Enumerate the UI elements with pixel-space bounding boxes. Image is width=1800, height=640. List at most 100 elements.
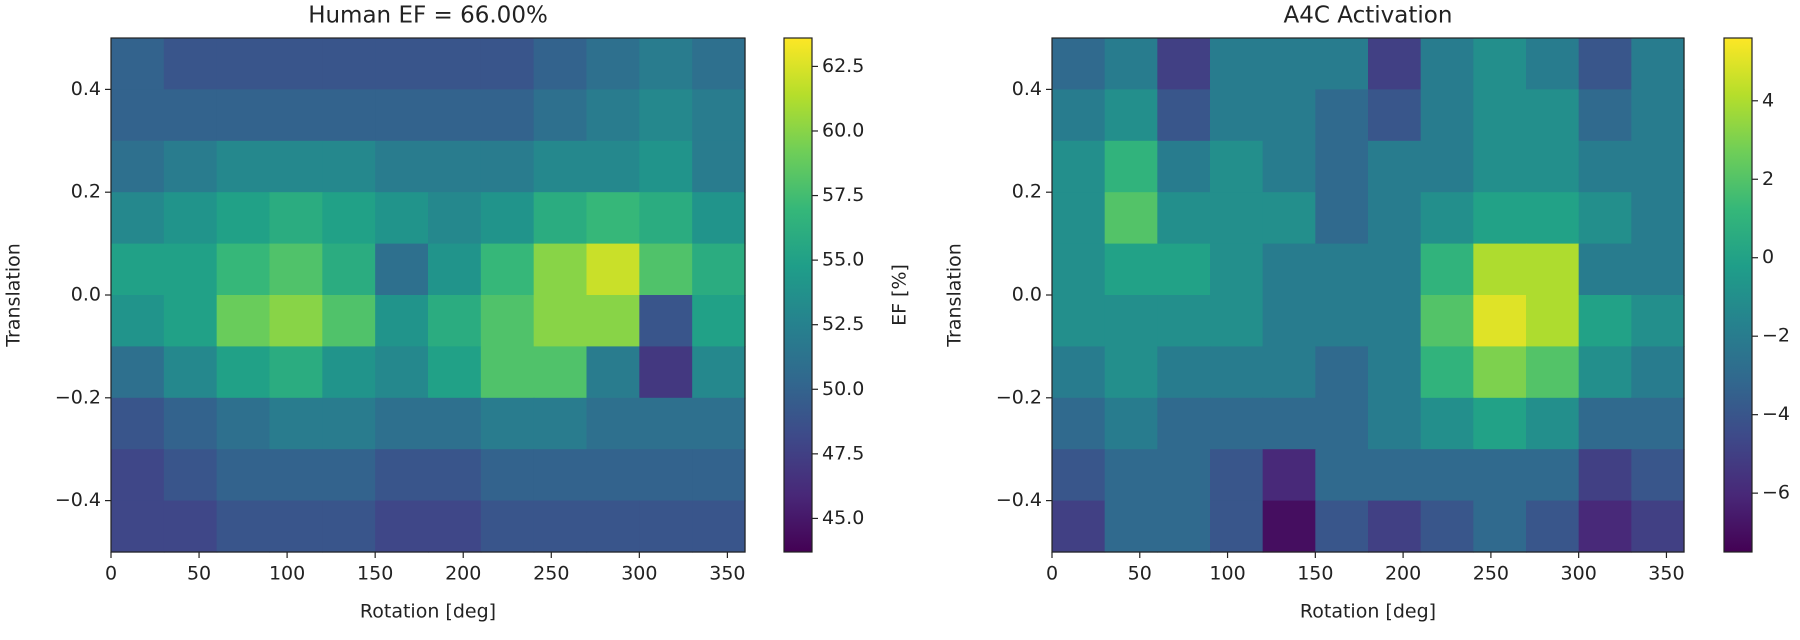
heatmap-cell — [586, 89, 640, 142]
colorbar-tick-label: 4 — [1762, 89, 1774, 111]
heatmap-cell — [1052, 243, 1106, 296]
heatmap-cell — [428, 89, 482, 142]
heatmap-cell — [322, 397, 376, 450]
heatmap-cell — [269, 89, 323, 142]
heatmap-cell — [1526, 89, 1580, 142]
heatmap-cell — [163, 89, 218, 142]
y-axis-label: Translation — [944, 243, 966, 348]
heatmap-cell — [1104, 38, 1158, 90]
heatmap-cell — [1262, 38, 1316, 90]
heatmap-cell — [586, 295, 640, 347]
heatmap-cell — [586, 397, 640, 450]
heatmap-cell — [216, 500, 271, 553]
x-tick-label: 100 — [269, 563, 305, 585]
heatmap-cell — [586, 346, 640, 399]
heatmap-cell — [1420, 346, 1474, 399]
heatmap-cell — [1631, 140, 1685, 193]
heatmap-cell — [1368, 243, 1422, 296]
x-tick-label: 50 — [187, 563, 211, 585]
heatmap-cell — [1315, 140, 1369, 193]
heatmap-cell — [428, 346, 482, 399]
heatmap-cell — [639, 500, 693, 553]
heatmap-cell — [1315, 346, 1369, 399]
heatmap-cell — [1262, 140, 1316, 193]
heatmap-cell — [111, 192, 165, 245]
x-tick-label: 0 — [1046, 563, 1058, 585]
heatmap-cell — [375, 38, 429, 90]
heatmap-cell — [1157, 140, 1211, 193]
heatmap-cell — [1104, 449, 1158, 502]
heatmap-cell — [111, 397, 165, 450]
heatmap-cell — [1368, 89, 1422, 142]
heatmap-cell — [428, 449, 482, 502]
heatmap-cell — [111, 243, 165, 296]
heatmap-cell — [163, 192, 218, 245]
heatmap-cell — [1526, 449, 1580, 502]
heatmap-cell — [322, 192, 376, 245]
colorbar-tick-label: 2 — [1762, 168, 1774, 190]
heatmap-cell — [1420, 140, 1474, 193]
heatmap-cell — [1210, 140, 1264, 193]
heatmap-cell — [428, 140, 482, 193]
heatmap-cell — [1210, 89, 1264, 142]
heatmap-cell — [639, 243, 693, 296]
heatmap-cell — [375, 295, 429, 347]
heatmap-cell — [1473, 346, 1527, 399]
heatmap-cell — [1368, 346, 1422, 399]
heatmap-cell — [1104, 89, 1158, 142]
heatmap-cell — [111, 295, 165, 347]
heatmap-cell — [1262, 397, 1316, 450]
x-tick-label: 250 — [533, 563, 569, 585]
heatmap-cell — [692, 89, 746, 142]
heatmap-cell — [1526, 243, 1580, 296]
x-axis-label: Rotation [deg] — [1300, 601, 1436, 623]
heatmap-cell — [269, 140, 323, 193]
heatmap-cell — [1631, 192, 1685, 245]
heatmap-cell — [1526, 192, 1580, 245]
y-tick-label: 0.2 — [71, 181, 101, 203]
heatmap-cell — [269, 346, 323, 399]
heatmap-cell — [1052, 346, 1106, 399]
x-tick-label: 350 — [709, 563, 745, 585]
x-axis-label: Rotation [deg] — [360, 601, 496, 623]
colorbar-tick-label: 60.0 — [822, 119, 864, 141]
heatmap-cell — [1368, 295, 1422, 347]
heatmap-cell — [1473, 89, 1527, 142]
heatmap-cell — [1157, 243, 1211, 296]
heatmap-cell — [480, 89, 535, 142]
heatmap-cell — [1578, 449, 1632, 502]
heatmap-cell — [1210, 38, 1264, 90]
colorbar-tick-label: −4 — [1762, 403, 1790, 425]
heatmap-cell — [1262, 449, 1316, 502]
heatmap-cell — [692, 449, 746, 502]
heatmap-cell — [639, 89, 693, 142]
heatmap-cell — [1104, 140, 1158, 193]
y-tick-label: −0.2 — [996, 386, 1042, 408]
heatmap-cell — [1368, 397, 1422, 450]
heatmap-cell — [639, 140, 693, 193]
heatmap-cell — [1473, 449, 1527, 502]
colorbar-tick-label: 62.5 — [822, 55, 864, 77]
heatmap-cell — [1368, 140, 1422, 193]
heatmap-cell — [1526, 295, 1580, 347]
heatmap-cell — [480, 346, 535, 399]
colorbar-tick-label: 55.0 — [822, 249, 864, 271]
heatmap-cell — [1526, 346, 1580, 399]
heatmap-cell — [692, 295, 746, 347]
heatmap-cell — [1631, 295, 1685, 347]
heatmap-cell — [216, 140, 271, 193]
heatmap-cell — [428, 38, 482, 90]
colorbar-tick-label: 50.0 — [822, 378, 864, 400]
heatmap-cell — [639, 397, 693, 450]
heatmap-cell — [216, 38, 271, 90]
heatmap-cell — [1631, 449, 1685, 502]
heatmap-cell — [1420, 500, 1474, 553]
heatmap-cell — [111, 140, 165, 193]
heatmap-cell — [216, 346, 271, 399]
heatmap-cell — [428, 192, 482, 245]
heatmap-cell — [1315, 397, 1369, 450]
heatmap-cell — [1157, 38, 1211, 90]
heatmap-cell — [1104, 243, 1158, 296]
heatmap-cell — [692, 346, 746, 399]
